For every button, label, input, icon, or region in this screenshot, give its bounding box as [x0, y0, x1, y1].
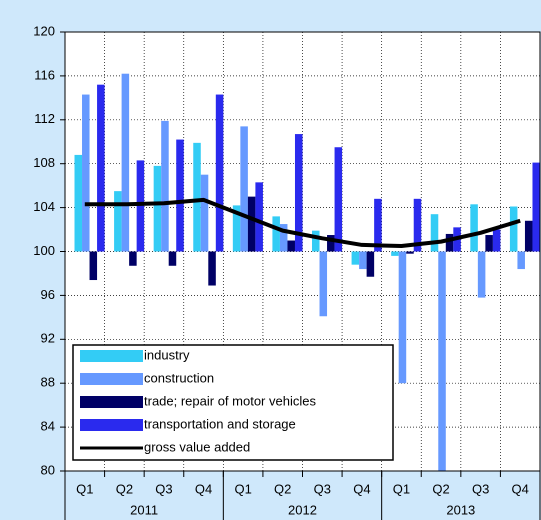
bar — [208, 251, 216, 286]
y-tick-label: 96 — [41, 287, 55, 302]
bar — [391, 251, 399, 256]
bar — [374, 198, 382, 252]
bar — [114, 191, 122, 252]
x-tick-label: Q3 — [314, 481, 331, 496]
legend-label: gross value added — [144, 439, 250, 454]
legend-label: industry — [144, 347, 190, 362]
plot-border — [64, 31, 541, 472]
bar — [294, 134, 303, 252]
x-tick-label: Q2 — [274, 481, 291, 496]
y-tick-label: 88 — [41, 375, 55, 390]
bar — [319, 251, 328, 317]
bar — [168, 251, 177, 266]
bar — [129, 251, 137, 266]
bar — [509, 206, 518, 252]
bar — [121, 73, 130, 252]
x-tick-label: Q3 — [472, 481, 489, 496]
bar — [232, 205, 241, 252]
y-tick-label: 120 — [33, 23, 55, 38]
bar — [532, 162, 540, 252]
y-tick-label: 100 — [33, 243, 55, 258]
bar — [334, 147, 343, 252]
legend-label: construction — [144, 370, 214, 385]
y-tick-label: 84 — [41, 419, 55, 434]
x-tick-label: Q4 — [353, 481, 370, 496]
legend: industry construction trade; repair of mot… — [72, 344, 394, 461]
year-label: 2012 — [288, 502, 317, 517]
y-tick-label: 92 — [41, 331, 55, 346]
bar — [82, 94, 90, 252]
y-tick-label: 80 — [41, 462, 55, 477]
bar — [161, 120, 169, 252]
bar — [485, 235, 493, 252]
bar — [240, 126, 248, 252]
bar — [247, 196, 256, 252]
bar — [312, 230, 320, 252]
bar — [327, 235, 335, 252]
bar — [351, 251, 360, 265]
year-label: 2011 — [130, 502, 158, 517]
x-tick-label: Q2 — [432, 481, 449, 496]
year-label: 2013 — [446, 502, 475, 517]
bar — [176, 139, 184, 252]
bar — [406, 251, 414, 254]
legend-label: transportation and storage — [144, 416, 296, 431]
bar — [470, 204, 478, 252]
bar — [136, 160, 145, 252]
bar — [153, 165, 162, 252]
bar — [398, 251, 407, 384]
y-tick-label: 104 — [33, 199, 55, 214]
bar — [200, 174, 209, 252]
bar — [287, 240, 295, 252]
y-tick-label: 116 — [34, 67, 55, 82]
bar — [524, 220, 533, 252]
bar — [445, 233, 454, 252]
bar — [413, 198, 422, 252]
bar — [215, 94, 224, 252]
x-tick-label: Q2 — [116, 481, 133, 496]
y-tick-label: 112 — [34, 111, 55, 126]
bar — [74, 154, 83, 252]
bar — [477, 251, 486, 298]
legend-swatch — [80, 419, 143, 431]
bar — [272, 216, 280, 252]
bar — [89, 251, 98, 281]
bar — [359, 251, 367, 270]
bar — [430, 214, 439, 252]
bar — [517, 251, 525, 270]
x-tick-label: Q1 — [393, 481, 410, 496]
legend-label: trade; repair of motor vehicles — [144, 393, 316, 408]
x-tick-label: Q4 — [195, 481, 212, 496]
legend-swatch — [80, 396, 143, 408]
y-tick-label: 108 — [33, 155, 55, 170]
bar — [255, 182, 263, 252]
x-tick-label: Q1 — [76, 481, 93, 496]
legend-swatch — [80, 350, 143, 362]
line-series — [84, 197, 521, 249]
bar — [279, 224, 288, 252]
bar — [366, 251, 375, 277]
x-tick-label: Q4 — [512, 481, 529, 496]
x-tick-label: Q3 — [155, 481, 172, 496]
bar — [438, 251, 446, 471]
legend-swatch — [80, 373, 143, 385]
bar — [193, 142, 201, 252]
x-tick-label: Q1 — [234, 481, 251, 496]
bar — [97, 84, 105, 252]
bar — [492, 229, 501, 252]
